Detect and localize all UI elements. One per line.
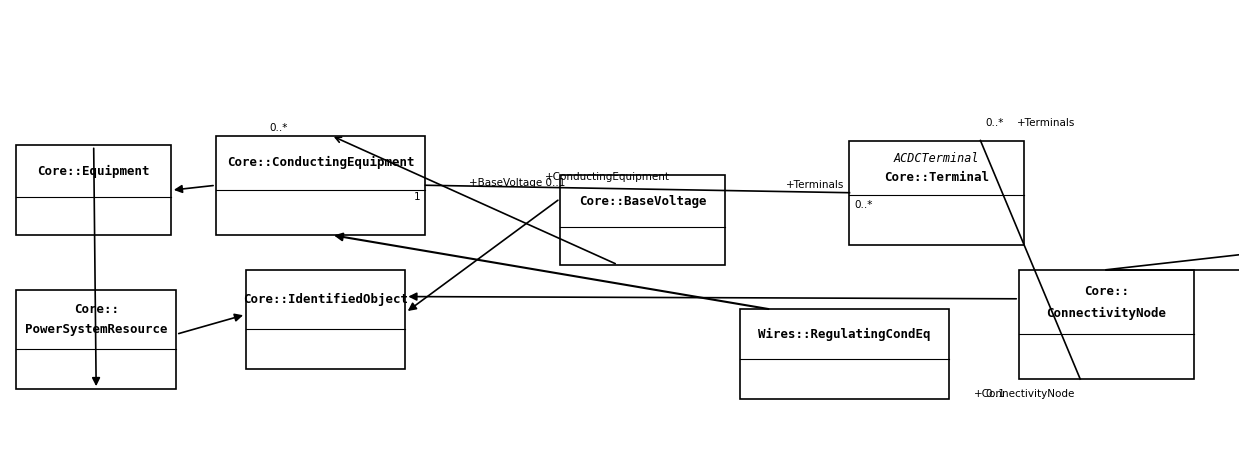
Text: Core::: Core::	[73, 303, 119, 316]
Text: Core::IdentifiedObject: Core::IdentifiedObject	[243, 293, 408, 306]
Text: +ConductingEquipment: +ConductingEquipment	[546, 172, 670, 182]
Text: +Terminals: +Terminals	[786, 180, 844, 190]
Text: 0..*: 0..*	[269, 123, 288, 133]
Bar	[216, 135, 425, 235]
Text: ACDCTerminal: ACDCTerminal	[894, 152, 980, 165]
Bar	[16, 289, 176, 389]
Text: +ConnectivityNode: +ConnectivityNode	[973, 389, 1075, 399]
Text: Core::Terminal: Core::Terminal	[884, 171, 990, 183]
Text: 0..*: 0..*	[854, 200, 873, 210]
Bar	[246, 270, 405, 369]
Text: 1: 1	[414, 192, 420, 202]
Text: Core::Equipment: Core::Equipment	[37, 165, 150, 178]
Text: Core::BaseVoltage: Core::BaseVoltage	[579, 195, 707, 207]
Bar	[740, 309, 950, 399]
Text: PowerSystemResource: PowerSystemResource	[25, 323, 167, 336]
Bar	[849, 140, 1024, 245]
Text: Core::ConductingEquipment: Core::ConductingEquipment	[227, 156, 414, 169]
Bar	[560, 175, 724, 265]
Text: ConnectivityNode: ConnectivityNode	[1047, 307, 1167, 319]
Text: +Terminals: +Terminals	[1017, 118, 1075, 128]
Bar	[16, 145, 171, 235]
Text: 0..*: 0..*	[986, 118, 1004, 128]
Text: Wires::RegulatingCondEq: Wires::RegulatingCondEq	[758, 328, 931, 341]
Text: Core::: Core::	[1084, 284, 1128, 298]
Bar	[1019, 270, 1194, 379]
Text: +BaseVoltage 0..1: +BaseVoltage 0..1	[470, 178, 565, 188]
Text: 0..1: 0..1	[986, 389, 1006, 399]
